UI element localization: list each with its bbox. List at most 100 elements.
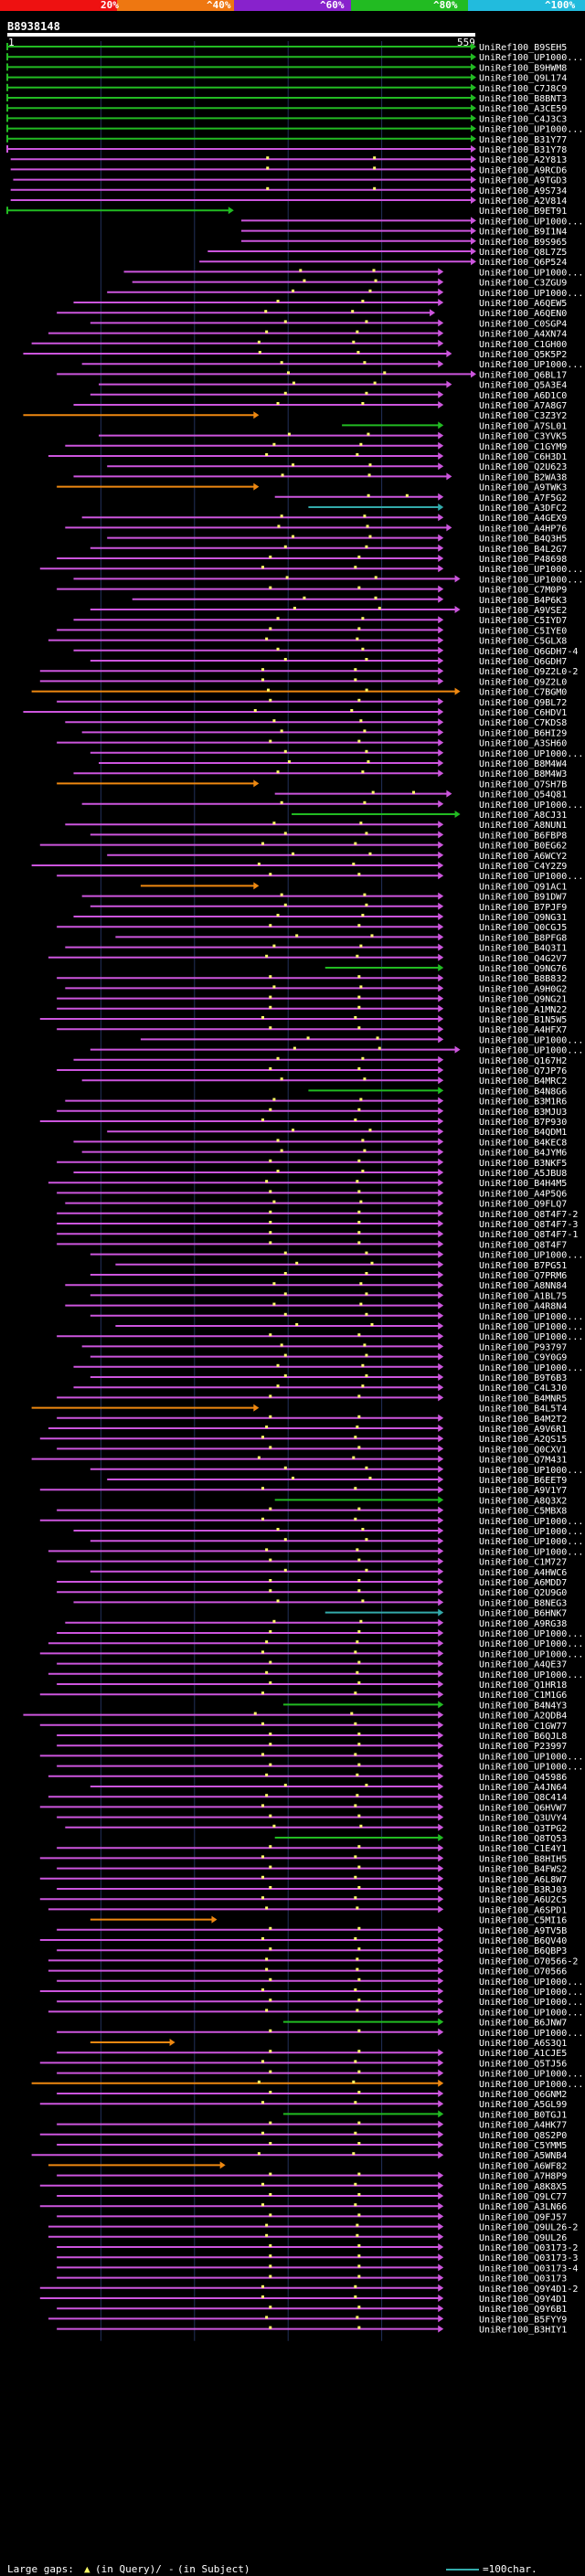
hit-label[interactable]: UniRef100_B8NEG3: [479, 1598, 567, 1608]
hit-label[interactable]: UniRef100_B9I1N4: [479, 228, 567, 238]
hit-label[interactable]: UniRef100_B31Y78: [479, 145, 567, 155]
hit-label[interactable]: UniRef100_B3NKF5: [479, 1159, 567, 1169]
hit-row[interactable]: UniRef100_A8NN84: [65, 1281, 567, 1291]
hit-label[interactable]: UniRef100_A8K8X5: [479, 2182, 567, 2192]
hit-row[interactable]: UniRef100_B6JNW7: [282, 2018, 567, 2029]
hit-label[interactable]: UniRef100_Q91AC1: [479, 882, 567, 892]
hit-label[interactable]: UniRef100_UP1000...: [479, 53, 583, 63]
hit-row[interactable]: UniRef100_B6QV40: [39, 1936, 568, 1946]
hit-label[interactable]: UniRef100_Q6GDH7-4: [479, 647, 578, 657]
hit-row[interactable]: UniRef100_A8NUN1: [65, 821, 567, 831]
hit-label[interactable]: UniRef100_A5GL99: [479, 2100, 567, 2110]
hit-label[interactable]: UniRef100_C0SGP4: [479, 319, 567, 329]
hit-label[interactable]: UniRef100_O70566: [479, 1967, 567, 1977]
hit-label[interactable]: UniRef100_A9TV5B: [479, 1926, 567, 1936]
hit-row[interactable]: UniRef100_C1M1G6: [39, 1691, 568, 1701]
hit-label[interactable]: UniRef100_Q5A3E4: [479, 381, 567, 391]
hit-label[interactable]: UniRef100_Q9BL72: [479, 698, 567, 708]
hit-label[interactable]: UniRef100_UP1000...: [479, 1517, 583, 1527]
hit-label[interactable]: UniRef100_B4N4Y3: [479, 1701, 567, 1711]
hit-row[interactable]: UniRef100_C6H3D1: [48, 452, 567, 462]
hit-label[interactable]: UniRef100_O70566-2: [479, 1956, 578, 1966]
hit-row[interactable]: UniRef100_B3MJU3: [57, 1107, 567, 1118]
hit-row[interactable]: UniRef100_A9TWK3: [57, 482, 567, 493]
hit-row[interactable]: UniRef100_Q8TQ53: [274, 1834, 568, 1844]
hit-label[interactable]: UniRef100_Q6BL17: [479, 370, 567, 380]
hit-row[interactable]: UniRef100_B8HIH5: [39, 1854, 568, 1864]
hit-label[interactable]: UniRef100_Q54Q81: [479, 790, 567, 800]
hit-row[interactable]: UniRef100_A7H8P9: [57, 2171, 567, 2182]
hit-row[interactable]: UniRef100_B4FWS2: [57, 1864, 567, 1875]
hit-row[interactable]: UniRef100_Q1HR18: [57, 1680, 567, 1691]
hit-row[interactable]: UniRef100_UP1000...: [6, 124, 583, 135]
hit-row[interactable]: UniRef100_Q8S2P0: [39, 2130, 568, 2141]
hit-row[interactable]: UniRef100_UP1000...: [115, 1322, 583, 1332]
hit-label[interactable]: UniRef100_A8Q3X2: [479, 1496, 567, 1506]
hit-label[interactable]: UniRef100_Q6GDH7: [479, 657, 567, 667]
hit-label[interactable]: UniRef100_Q9Z2L0-2: [479, 667, 578, 677]
hit-row[interactable]: UniRef100_Q5K5P2: [23, 350, 567, 360]
hit-label[interactable]: UniRef100_B31Y77: [479, 135, 567, 145]
hit-label[interactable]: UniRef100_UP1000...: [479, 360, 583, 370]
hit-label[interactable]: UniRef100_A4JN64: [479, 1783, 567, 1793]
hit-label[interactable]: UniRef100_A4R8N4: [479, 1302, 567, 1312]
hit-row[interactable]: UniRef100_C5MBX8: [57, 1506, 567, 1517]
hit-row[interactable]: UniRef100_Q03173-4: [57, 2263, 578, 2274]
hit-label[interactable]: UniRef100_B4L5T4: [479, 1405, 567, 1415]
hit-label[interactable]: UniRef100_Q6GNM2: [479, 2090, 567, 2100]
hit-row[interactable]: UniRef100_UP1000...: [39, 565, 584, 575]
hit-label[interactable]: UniRef100_Q4G2V7: [479, 954, 567, 964]
hit-row[interactable]: UniRef100_A6D1C0: [90, 390, 567, 401]
hit-label[interactable]: UniRef100_B4Q3I1: [479, 944, 567, 954]
hit-label[interactable]: UniRef100_Q8TQ53: [479, 1834, 567, 1844]
hit-row[interactable]: UniRef100_C3ZGU9: [132, 278, 568, 289]
hit-label[interactable]: UniRef100_B2WA38: [479, 472, 567, 482]
hit-label[interactable]: UniRef100_UP1000...: [479, 2008, 583, 2018]
hit-row[interactable]: UniRef100_UP1000...: [48, 1639, 583, 1649]
hit-row[interactable]: UniRef100_Q167H2: [73, 1055, 567, 1066]
hit-label[interactable]: UniRef100_B4MRC2: [479, 1076, 567, 1087]
hit-row[interactable]: UniRef100_B1N5W5: [39, 1015, 568, 1025]
hit-label[interactable]: UniRef100_A4HK77: [479, 2121, 567, 2131]
hit-row[interactable]: UniRef100_Q3UVY4: [57, 1813, 567, 1824]
hit-label[interactable]: UniRef100_B0EG62: [479, 842, 567, 852]
hit-row[interactable]: UniRef100_C3YVK5: [99, 431, 567, 442]
hit-row[interactable]: UniRef100_A6MDD7: [57, 1578, 567, 1588]
hit-label[interactable]: UniRef100_A4HFX7: [479, 1025, 567, 1035]
hit-row[interactable]: UniRef100_A2QS15: [39, 1435, 568, 1445]
hit-row[interactable]: UniRef100_UP1000...: [39, 1649, 584, 1659]
hit-row[interactable]: UniRef100_C7KDS8: [65, 718, 567, 728]
hit-label[interactable]: UniRef100_UP1000...: [479, 1046, 583, 1056]
hit-label[interactable]: UniRef100_Q03173-4: [479, 2263, 578, 2274]
hit-row[interactable]: UniRef100_UP1000...: [6, 53, 583, 63]
hit-label[interactable]: UniRef100_B4FWS2: [479, 1865, 567, 1875]
hit-label[interactable]: UniRef100_B4JYM6: [479, 1149, 567, 1159]
hit-row[interactable]: UniRef100_Q6HVW7: [39, 1803, 568, 1813]
hit-label[interactable]: UniRef100_A6QEN0: [479, 309, 567, 319]
hit-label[interactable]: UniRef100_A2QS15: [479, 1435, 567, 1445]
hit-row[interactable]: UniRef100_A6U2C5: [39, 1895, 568, 1905]
hit-label[interactable]: UniRef100_UP1000...: [479, 1312, 583, 1322]
hit-label[interactable]: UniRef100_A6SPD1: [479, 1905, 567, 1915]
hit-label[interactable]: UniRef100_Q0CXV1: [479, 1445, 567, 1455]
hit-row[interactable]: UniRef100_P93797: [81, 1342, 568, 1352]
hit-label[interactable]: UniRef100_A9TWK3: [479, 483, 567, 493]
hit-row[interactable]: UniRef100_UP1000...: [48, 1670, 583, 1680]
hit-label[interactable]: UniRef100_B91DW7: [479, 893, 567, 903]
hit-label[interactable]: UniRef100_UP1000...: [479, 1466, 583, 1476]
hit-row[interactable]: UniRef100_B8PFG8: [115, 933, 567, 943]
hit-label[interactable]: UniRef100_A8NN84: [479, 1281, 567, 1291]
hit-label[interactable]: UniRef100_Q0CGJ5: [479, 923, 567, 933]
hit-row[interactable]: UniRef100_UP1000...: [31, 2079, 584, 2090]
hit-label[interactable]: UniRef100_C5MI16: [479, 1916, 567, 1926]
hit-label[interactable]: UniRef100_B4H4M5: [479, 1179, 567, 1189]
hit-label[interactable]: UniRef100_A8CJ31: [479, 811, 567, 821]
hit-label[interactable]: UniRef100_A1BL75: [479, 1291, 567, 1301]
hit-label[interactable]: UniRef100_B9T6B3: [479, 1373, 567, 1383]
hit-row[interactable]: UniRef100_A4GEX9: [81, 514, 568, 524]
hit-row[interactable]: UniRef100_B4H4M5: [48, 1179, 567, 1189]
hit-row[interactable]: UniRef100_B9S965: [241, 237, 567, 248]
hit-label[interactable]: UniRef100_A2Y813: [479, 155, 567, 165]
hit-row[interactable]: UniRef100_Q8T4F7: [57, 1240, 567, 1250]
hit-row[interactable]: UniRef100_O70566-2: [48, 1956, 578, 1966]
